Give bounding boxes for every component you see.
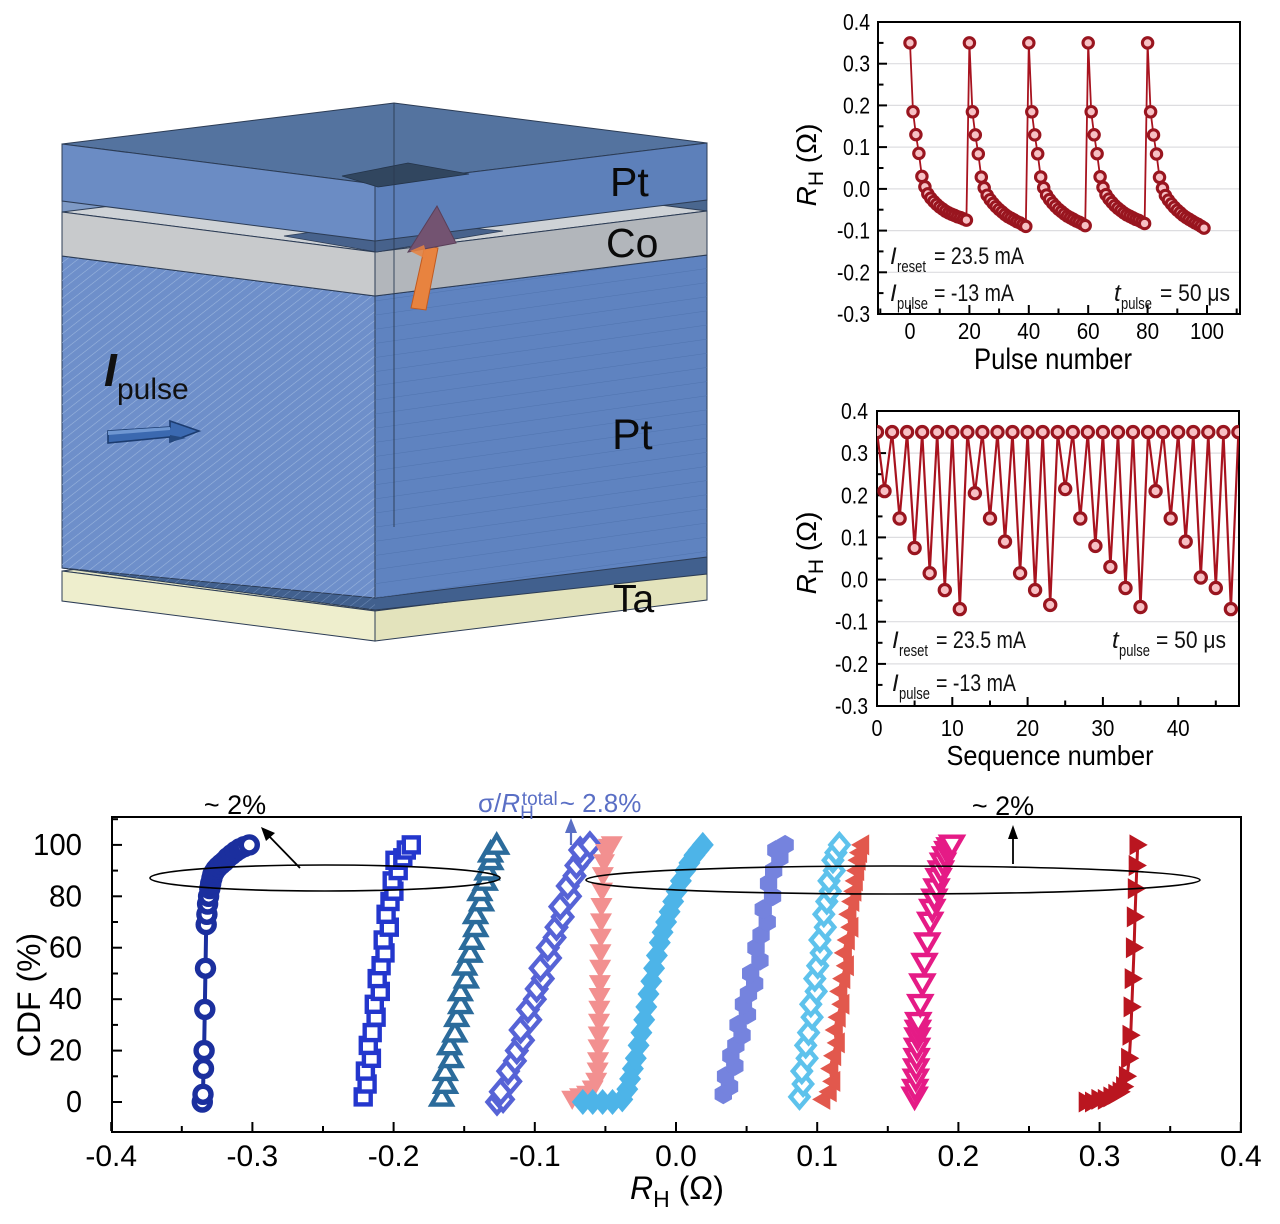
- svg-text:pulse: pulse: [897, 294, 928, 313]
- svg-text:100: 100: [33, 827, 82, 862]
- svg-text:Sequence number: Sequence number: [947, 740, 1154, 771]
- svg-text:60: 60: [49, 930, 82, 965]
- svg-text:I: I: [892, 670, 899, 697]
- svg-text:0.3: 0.3: [1079, 1140, 1121, 1173]
- svg-text:= -13 mA: = -13 mA: [934, 280, 1014, 307]
- svg-text:0.3: 0.3: [841, 440, 868, 466]
- svg-text:-0.1: -0.1: [837, 218, 870, 244]
- svg-text:40: 40: [1017, 318, 1040, 344]
- svg-text:I: I: [104, 344, 118, 396]
- svg-text:40: 40: [1167, 715, 1190, 741]
- svg-text:-0.4: -0.4: [85, 1140, 137, 1173]
- svg-text:pulse: pulse: [899, 684, 930, 703]
- svg-text:0.1: 0.1: [796, 1140, 838, 1173]
- svg-text:0.4: 0.4: [843, 9, 870, 35]
- svg-text:= 50 μs: = 50 μs: [1156, 627, 1226, 654]
- svg-text:Ta: Ta: [613, 578, 655, 621]
- svg-text:0.3: 0.3: [843, 51, 870, 77]
- svg-text:-0.2: -0.2: [368, 1140, 420, 1173]
- svg-text:0.0: 0.0: [843, 176, 870, 202]
- svg-text:0.2: 0.2: [841, 482, 868, 508]
- svg-text:= 23.5 mA: = 23.5 mA: [936, 627, 1026, 654]
- svg-text:0.2: 0.2: [843, 92, 870, 118]
- svg-text:t: t: [1114, 280, 1122, 307]
- svg-text:= -13 mA: = -13 mA: [936, 670, 1016, 697]
- svg-text:80: 80: [49, 878, 82, 913]
- svg-text:-0.1: -0.1: [835, 609, 868, 635]
- svg-text:pulse: pulse: [1121, 294, 1152, 313]
- svg-text:20: 20: [958, 318, 981, 344]
- svg-text:0.0: 0.0: [655, 1140, 697, 1173]
- svg-text:60: 60: [1077, 318, 1100, 344]
- svg-text:pulse: pulse: [117, 373, 189, 406]
- svg-text:CDF (%): CDF (%): [11, 933, 47, 1057]
- svg-text:RH (Ω): RH (Ω): [791, 512, 828, 595]
- svg-text:0: 0: [872, 715, 883, 741]
- svg-text:-0.3: -0.3: [837, 301, 870, 327]
- svg-text:0: 0: [66, 1084, 82, 1119]
- svg-text:0.0: 0.0: [841, 567, 868, 593]
- svg-text:0.1: 0.1: [843, 134, 870, 160]
- svg-text:I: I: [890, 243, 897, 270]
- svg-text:RH (Ω): RH (Ω): [791, 124, 828, 207]
- svg-text:80: 80: [1136, 318, 1159, 344]
- svg-text:= 23.5 mA: = 23.5 mA: [934, 243, 1024, 270]
- svg-text:= 50 μs: = 50 μs: [1160, 280, 1230, 307]
- svg-text:Co: Co: [606, 220, 658, 266]
- svg-text:-0.3: -0.3: [835, 693, 868, 719]
- svg-text:0: 0: [905, 318, 916, 344]
- svg-text:reset: reset: [899, 641, 928, 660]
- svg-text:Pulse number: Pulse number: [974, 343, 1132, 376]
- svg-text:pulse: pulse: [1119, 641, 1150, 660]
- svg-text:RH (Ω): RH (Ω): [630, 1170, 724, 1212]
- svg-text:20: 20: [1016, 715, 1039, 741]
- svg-text:t: t: [1112, 627, 1120, 654]
- svg-text:40: 40: [49, 981, 82, 1016]
- svg-text:I: I: [890, 280, 897, 307]
- svg-text:-0.1: -0.1: [509, 1140, 561, 1173]
- svg-text:I: I: [892, 627, 899, 654]
- svg-text:0.2: 0.2: [938, 1140, 980, 1173]
- svg-text:10: 10: [941, 715, 964, 741]
- svg-text:-0.3: -0.3: [227, 1140, 279, 1173]
- svg-text:0.1: 0.1: [841, 524, 868, 550]
- svg-text:~ 2%: ~ 2%: [204, 790, 266, 820]
- svg-text:reset: reset: [897, 257, 926, 276]
- svg-text:-0.2: -0.2: [835, 651, 868, 677]
- svg-text:20: 20: [49, 1033, 82, 1068]
- svg-text:30: 30: [1091, 715, 1114, 741]
- svg-text:100: 100: [1190, 318, 1224, 344]
- svg-text:Pt: Pt: [612, 411, 653, 459]
- svg-text:Pt: Pt: [610, 159, 649, 205]
- svg-text:0.4: 0.4: [1220, 1140, 1262, 1173]
- svg-text:~ 2%: ~ 2%: [972, 791, 1034, 821]
- svg-text:-0.2: -0.2: [837, 259, 870, 285]
- svg-text:0.4: 0.4: [841, 398, 868, 424]
